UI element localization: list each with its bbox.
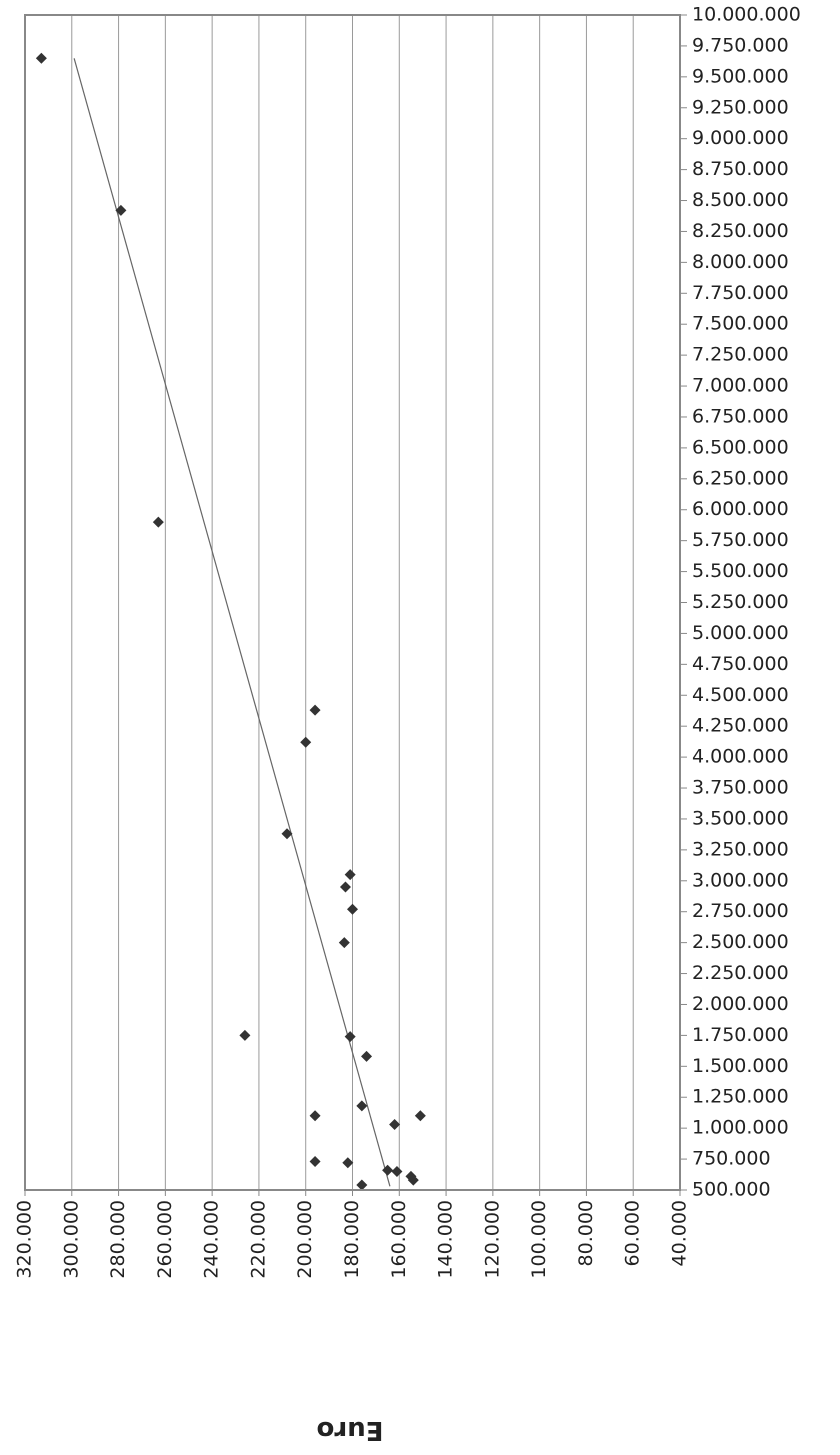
y-tick-label: 8.000.000: [692, 251, 789, 273]
x-tick-label: 140.000: [435, 1200, 457, 1279]
x-tick-label: 60.000: [622, 1200, 644, 1266]
data-point: [356, 1179, 368, 1191]
x-tick-label: 280.000: [107, 1200, 129, 1279]
y-tick-label: 3.750.000: [692, 777, 789, 799]
x-tick-label: 160.000: [388, 1200, 410, 1279]
y-tick-label: 5.250.000: [692, 591, 789, 613]
data-point: [338, 937, 350, 949]
y-tick-label: 7.250.000: [692, 344, 789, 366]
y-tick-label: 5.500.000: [692, 560, 789, 582]
y-tick-label: 1.750.000: [692, 1024, 789, 1046]
x-tick-label: 100.000: [528, 1200, 550, 1279]
y-tick-label: 1.250.000: [692, 1086, 789, 1108]
y-tick-label: 5.000.000: [692, 622, 789, 644]
y-tick-label: 8.250.000: [692, 220, 789, 242]
x-tick-label: 40.000: [669, 1200, 691, 1266]
y-tick-label: 2.250.000: [692, 962, 789, 984]
data-point: [361, 1050, 373, 1062]
y-tick-label: 7.000.000: [692, 375, 789, 397]
y-tick-label: 1.000.000: [692, 1117, 789, 1139]
x-tick-label: 200.000: [294, 1200, 316, 1279]
y-tick-label: 6.500.000: [692, 436, 789, 458]
x-tick-label: 220.000: [247, 1200, 269, 1279]
y-tick-label: 750.000: [692, 1148, 771, 1170]
x-tick-label: 240.000: [201, 1200, 223, 1279]
data-point: [309, 1110, 321, 1122]
y-tick-label: 4.750.000: [692, 653, 789, 675]
x-tick-label: 80.000: [575, 1200, 597, 1266]
y-tick-label: 2.750.000: [692, 900, 789, 922]
data-point: [389, 1118, 401, 1130]
y-tick-label: 9.750.000: [692, 34, 789, 56]
data-point: [309, 704, 321, 716]
x-tick-label: 320.000: [14, 1200, 36, 1279]
y-tick-label: 5.750.000: [692, 529, 789, 551]
data-point: [347, 903, 358, 915]
y-tick-label: 7.750.000: [692, 282, 789, 304]
data-point: [382, 1164, 394, 1176]
y-tick-label: 9.250.000: [692, 96, 789, 118]
data-point: [300, 736, 312, 748]
x-axis-tick-labels: 320.000 300.000 280.000 260.000 240.000 220.0…: [14, 1200, 691, 1279]
y-tick-label: 500.000: [692, 1179, 771, 1201]
y-tick-label: 6.750.000: [692, 405, 789, 427]
x-tick-label: 260.000: [154, 1200, 176, 1279]
y-tick-label: 8.750.000: [692, 158, 789, 180]
data-point: [344, 1031, 356, 1043]
data-point: [407, 1174, 419, 1186]
data-points: [35, 52, 426, 1191]
y-tick-label: 3.250.000: [692, 838, 789, 860]
data-point: [239, 1029, 251, 1041]
y-tick-label: 9.500.000: [692, 65, 789, 87]
y-tick-label: 2.000.000: [692, 993, 789, 1015]
data-point: [414, 1110, 426, 1122]
data-point: [344, 869, 356, 881]
data-point: [309, 1156, 321, 1168]
data-point: [35, 52, 47, 64]
y-tick-label: 2.500.000: [692, 931, 789, 953]
data-point: [391, 1165, 403, 1177]
grid-lines: [24, 15, 681, 1196]
y-tick-label: 3.000.000: [692, 869, 789, 891]
x-tick-label: 300.000: [60, 1200, 82, 1279]
data-point: [339, 881, 351, 893]
y-tick-label: 4.000.000: [692, 746, 789, 768]
y-tick-label: 8.500.000: [692, 189, 789, 211]
data-point: [281, 828, 293, 840]
y-tick-label: 6.250.000: [692, 467, 789, 489]
data-point: [356, 1100, 368, 1112]
y-tick-label: 10.000.000: [692, 4, 801, 26]
y-axis-tick-labels: 10.000.000 9.750.000 9.500.000 9.250.000 9.0…: [680, 4, 801, 1201]
data-point: [115, 204, 127, 216]
y-tick-label: 6.000.000: [692, 498, 789, 520]
y-tick-label: 7.500.000: [692, 313, 789, 335]
x-tick-label: 120.000: [481, 1200, 503, 1279]
x-axis-title: Euro: [317, 1415, 384, 1445]
y-tick-label: 4.250.000: [692, 715, 789, 737]
data-point: [342, 1157, 354, 1169]
y-tick-label: 4.500.000: [692, 684, 789, 706]
y-tick-label: 3.500.000: [692, 807, 789, 829]
y-tick-label: 9.000.000: [692, 127, 789, 149]
trendline: [73, 58, 391, 1187]
data-point: [152, 516, 164, 528]
y-tick-label: 1.500.000: [692, 1055, 789, 1077]
x-tick-label: 180.000: [341, 1200, 363, 1279]
trendline-group: [73, 58, 391, 1187]
